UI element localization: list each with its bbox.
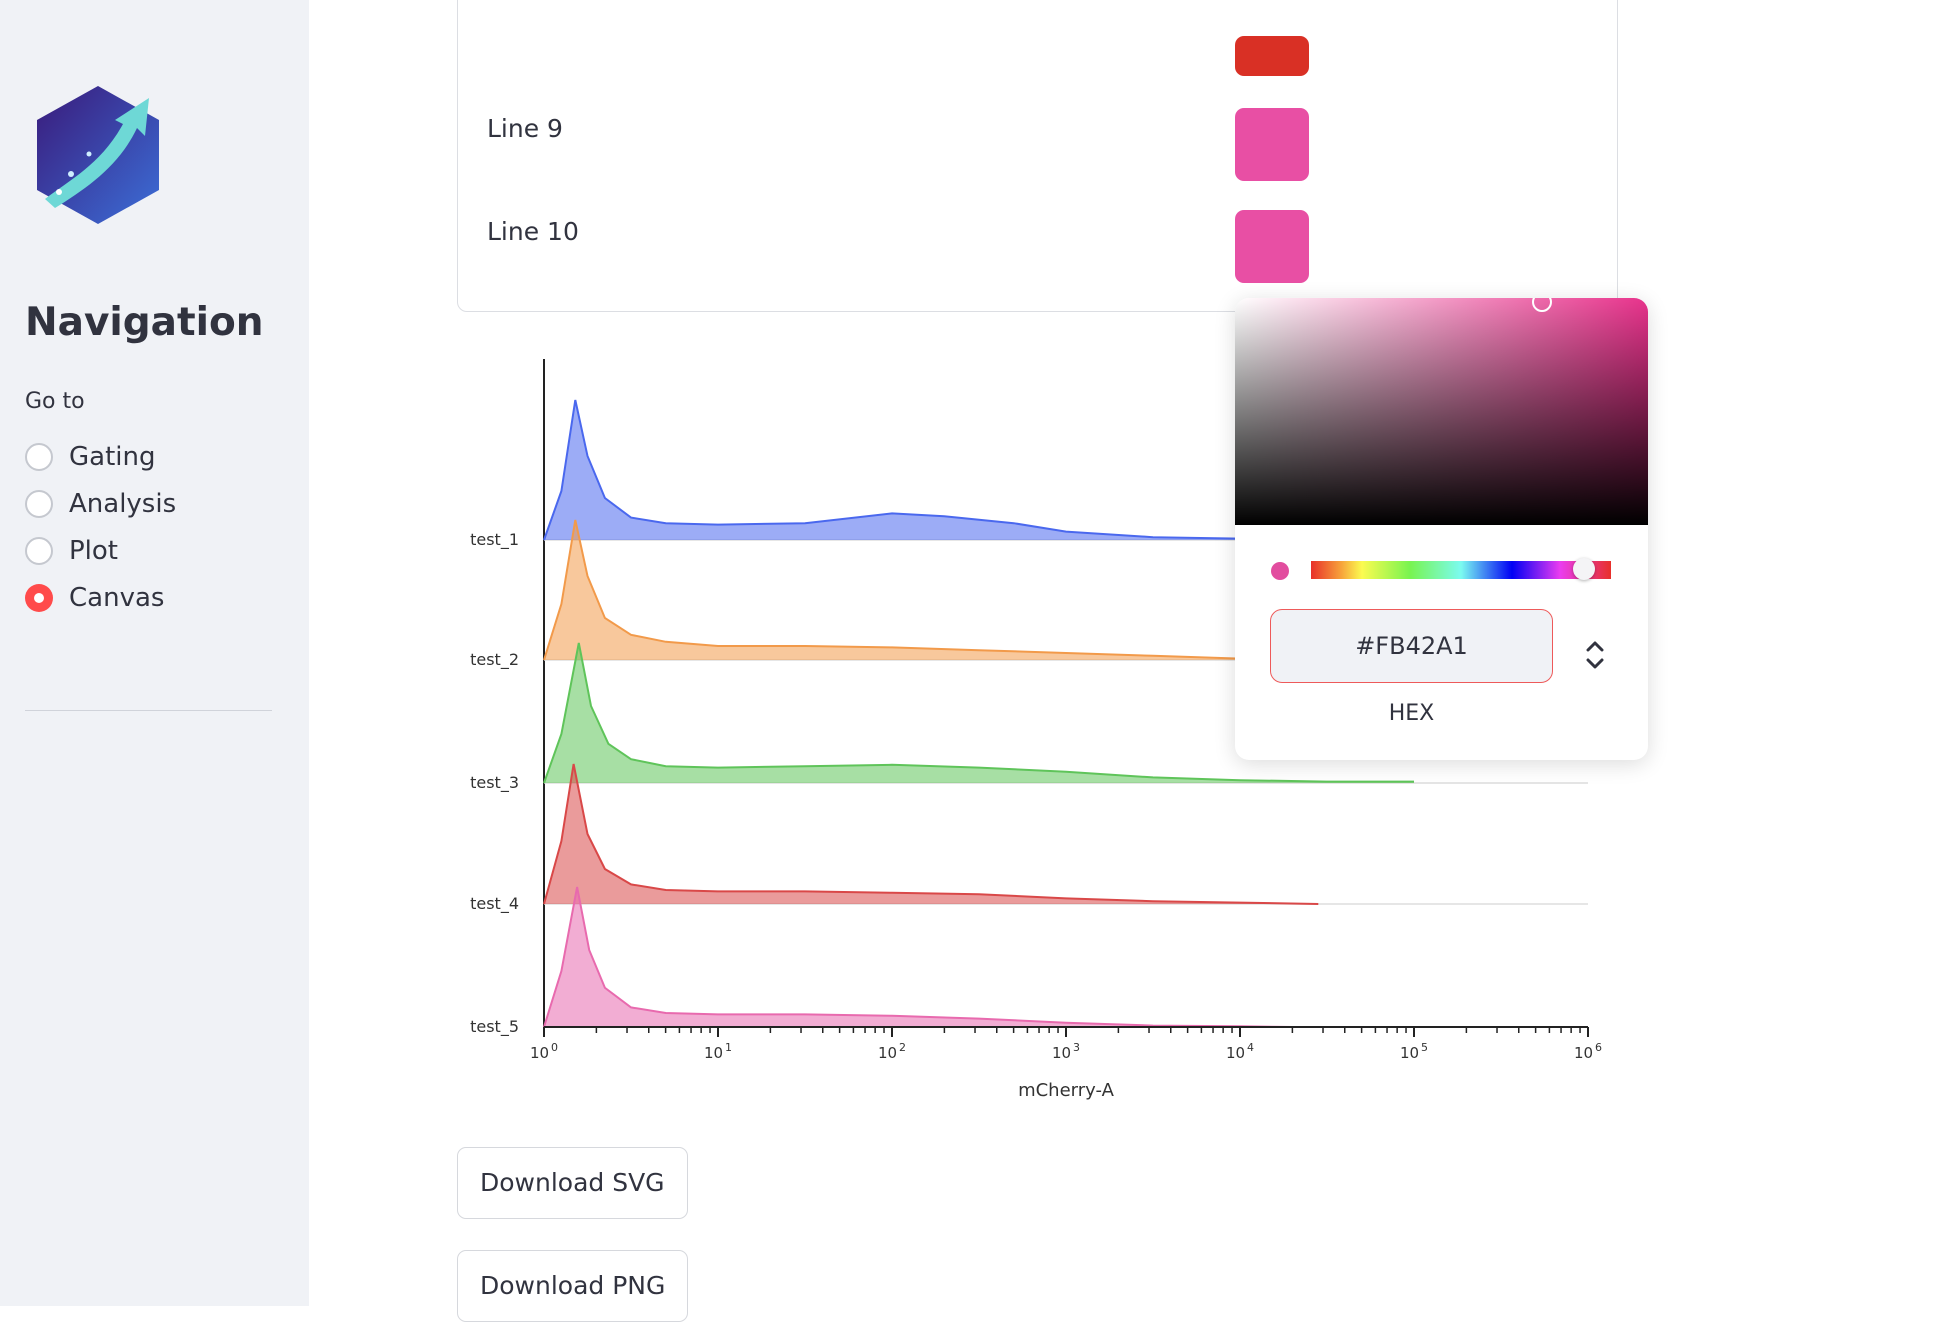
series-label: test_3 — [470, 773, 519, 793]
download-svg-button[interactable]: Download SVG — [457, 1147, 688, 1219]
series-area-test_5 — [544, 887, 1293, 1027]
radio-analysis[interactable]: Analysis — [25, 489, 176, 519]
series-area-test_2 — [544, 520, 1275, 660]
series-line-test_5 — [543, 886, 1293, 1028]
sidebar-divider — [25, 710, 272, 711]
radio-label: Gating — [69, 442, 156, 472]
x-tick-label: 10 3 — [1052, 1041, 1080, 1062]
radio-gating[interactable]: Gating — [25, 442, 155, 472]
series-line-test_3 — [543, 642, 1414, 784]
radio-label: Analysis — [69, 489, 177, 519]
color-swatch-line-8[interactable] — [1235, 36, 1309, 76]
color-mode-label: HEX — [1388, 701, 1435, 726]
saturation-handle[interactable] — [1532, 298, 1552, 312]
app-logo — [37, 86, 159, 224]
current-color-dot — [1271, 562, 1289, 580]
x-tick-label: 10 1 — [704, 1041, 732, 1062]
ridgeline-chart: test_1 test_2 test_3 test_4 test_5 10 0 10 1 10 2 1… — [470, 359, 1602, 1101]
download-png-button[interactable]: Download PNG — [457, 1250, 689, 1322]
chevron-up-icon[interactable] — [1585, 640, 1605, 652]
line-label: Line 9 — [487, 114, 563, 143]
radio-label: Plot — [69, 536, 119, 566]
radio-circle[interactable] — [25, 490, 53, 518]
series-label: test_4 — [470, 894, 519, 914]
x-axis-label: mCherry-A — [1018, 1080, 1115, 1101]
hue-handle[interactable] — [1573, 558, 1595, 580]
nav-title: Navigation — [25, 300, 264, 345]
color-swatch-line-10[interactable] — [1235, 210, 1309, 283]
radio-label: Canvas — [69, 583, 165, 613]
series-label: test_1 — [470, 530, 519, 550]
goto-label: Go to — [25, 389, 85, 414]
x-tick-label: 10 0 — [530, 1041, 558, 1062]
color-picker-popover: #FB42A1 HEX — [1235, 298, 1648, 760]
x-tick-label: 10 2 — [878, 1041, 906, 1062]
chevron-down-icon[interactable] — [1585, 658, 1605, 670]
radio-circle[interactable] — [25, 443, 53, 471]
radio-circle[interactable] — [25, 537, 53, 565]
x-tick-label: 10 6 — [1574, 1041, 1602, 1062]
saturation-area[interactable] — [1235, 298, 1648, 525]
radio-canvas[interactable]: Canvas — [25, 583, 164, 613]
series-area-test_1 — [544, 400, 1240, 540]
radio-plot[interactable]: Plot — [25, 536, 118, 566]
line-label: Line 10 — [487, 217, 579, 246]
series-line-test_4 — [543, 763, 1319, 905]
series-line-test_1 — [543, 399, 1241, 541]
color-swatch-line-9[interactable] — [1235, 108, 1309, 181]
series-area-test_4 — [544, 764, 1319, 904]
radio-circle-selected[interactable] — [25, 584, 53, 612]
series-label: test_5 — [470, 1017, 519, 1037]
hue-slider[interactable] — [1311, 558, 1611, 580]
series-label: test_2 — [470, 650, 519, 670]
series-line-test_2 — [543, 519, 1275, 661]
x-tick-label: 10 5 — [1400, 1041, 1428, 1062]
hex-input[interactable]: #FB42A1 — [1270, 609, 1553, 683]
mode-toggle-chevrons[interactable] — [1585, 638, 1605, 672]
series-area-test_3 — [544, 643, 1414, 783]
x-tick-label: 10 4 — [1226, 1041, 1254, 1062]
line-colors-card — [457, 0, 1618, 312]
sidebar: Navigation Go to Gating Analysis Plot Ca… — [0, 0, 309, 1306]
